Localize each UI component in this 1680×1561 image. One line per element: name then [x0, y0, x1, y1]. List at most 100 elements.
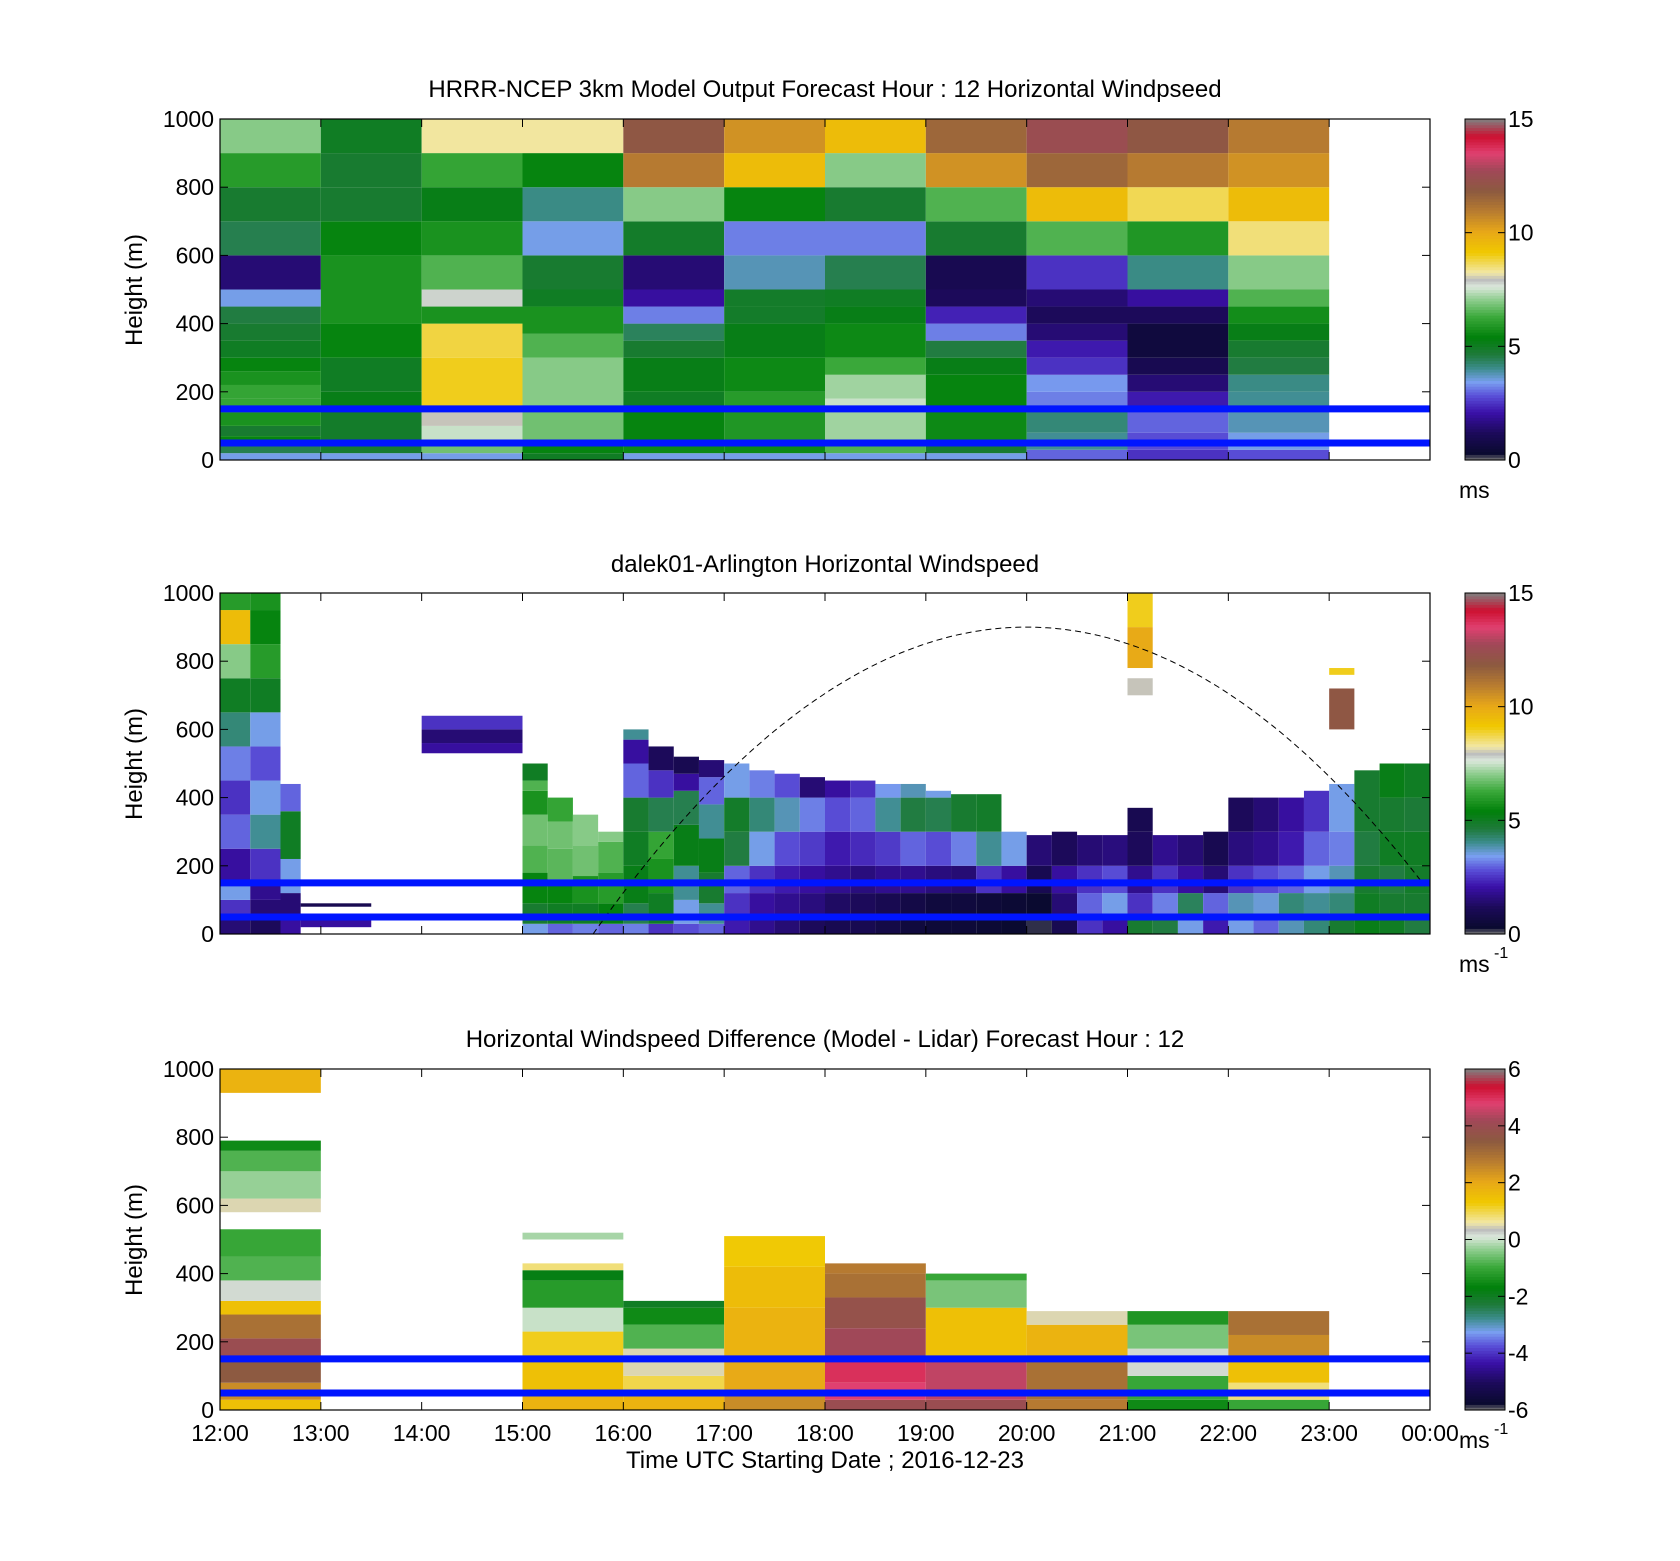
- heatmap-cell: [220, 371, 321, 385]
- heatmap-cell: [774, 797, 800, 832]
- colorbar-segment: [1465, 627, 1505, 631]
- heatmap-cell: [1127, 289, 1229, 307]
- colorbar-segment: [1465, 777, 1505, 782]
- heatmap-cell: [648, 858, 674, 894]
- heatmap-cell: [799, 831, 825, 866]
- heatmap-cell: [875, 831, 901, 866]
- heatmap-cell: [724, 221, 825, 256]
- heatmap-cell: [522, 221, 624, 256]
- heatmap-cell: [250, 882, 281, 900]
- colorbar-segment: [1465, 408, 1505, 413]
- colorbar-segment: [1465, 221, 1505, 225]
- colorbar-segment: [1465, 672, 1505, 677]
- heatmap-cell: [825, 119, 926, 154]
- heatmap-cell: [1228, 391, 1330, 409]
- colorbar-segment: [1465, 1404, 1505, 1408]
- colorbar-segment: [1465, 269, 1505, 274]
- heatmap-cell: [1303, 920, 1330, 934]
- colorbar-segment: [1465, 695, 1505, 699]
- x-tick-label: 00:00: [1401, 1420, 1459, 1446]
- colorbar-tick-label: -6: [1508, 1397, 1528, 1423]
- heatmap-cell: [320, 357, 422, 392]
- colorbar-segment: [1465, 363, 1505, 367]
- heatmap-cell: [320, 289, 422, 324]
- heatmap-cell: [825, 306, 926, 324]
- heatmap-cell: [724, 187, 825, 222]
- colorbar-segment: [1465, 1239, 1505, 1243]
- heatmap-cell: [623, 357, 725, 392]
- colorbar-segment: [1465, 1364, 1505, 1368]
- heatmap-cell: [1127, 357, 1229, 375]
- panel-difference-colorbar: -6 -4 -2 0 2 4 6 ms -1: [1459, 1056, 1529, 1453]
- x-tick-label: 14:00: [393, 1420, 451, 1446]
- colorbar-segment: [1465, 735, 1505, 739]
- panel-difference-ticks: 0 200 400 600 800 1000 12:00 13:00 14:00 15:00 16:…: [163, 1056, 1459, 1446]
- colorbar-segment: [1465, 593, 1505, 597]
- colorbar-segment: [1465, 442, 1505, 447]
- heatmap-cell: [724, 408, 825, 440]
- heatmap-cell: [1127, 678, 1153, 696]
- colorbar-segment: [1465, 343, 1505, 347]
- colorbar-segment: [1465, 820, 1505, 824]
- colorbar-segment: [1465, 610, 1505, 614]
- heatmap-cell: [1026, 340, 1128, 358]
- heatmap-cell: [1228, 340, 1330, 358]
- heatmap-cell: [547, 848, 573, 880]
- colorbar-segment: [1465, 661, 1505, 665]
- colorbar-segment: [1465, 1159, 1505, 1164]
- colorbar-segment: [1465, 406, 1505, 410]
- colorbar-segment: [1465, 315, 1505, 319]
- colorbar-segment: [1465, 715, 1505, 719]
- colorbar-segment: [1465, 882, 1505, 887]
- colorbar-tick-label: 0: [1508, 447, 1521, 473]
- colorbar-segment: [1465, 448, 1505, 453]
- colorbar-segment: [1465, 1131, 1505, 1135]
- colorbar-segment: [1465, 729, 1505, 733]
- colorbar-segment: [1465, 1191, 1505, 1195]
- heatmap-cell: [698, 872, 725, 904]
- heatmap-cell: [320, 221, 422, 256]
- colorbar-segment: [1465, 1390, 1505, 1394]
- colorbar-segment: [1465, 865, 1505, 870]
- heatmap-cell: [522, 790, 548, 815]
- colorbar-segment: [1465, 1188, 1505, 1192]
- heatmap-cell: [673, 773, 699, 791]
- heatmap-cell: [220, 323, 321, 341]
- colorbar-segment: [1465, 1361, 1505, 1366]
- heatmap-cell: [925, 408, 1027, 440]
- colorbar-segment: [1465, 300, 1505, 305]
- heatmap-cell: [1026, 449, 1128, 460]
- heatmap-cell: [320, 153, 422, 188]
- colorbar-segment: [1465, 1105, 1505, 1110]
- heatmap-cell: [220, 1338, 321, 1359]
- colorbar-segment: [1465, 826, 1505, 830]
- colorbar-segment: [1465, 1157, 1505, 1161]
- heatmap-cell: [749, 831, 775, 866]
- colorbar-segment: [1465, 652, 1505, 657]
- colorbar-segment: [1465, 911, 1505, 915]
- colorbar-segment: [1465, 1120, 1505, 1124]
- heatmap-cell: [220, 916, 251, 934]
- colorbar-segment: [1465, 289, 1505, 293]
- heatmap-cell: [300, 916, 372, 928]
- y-tick-label: 0: [201, 1397, 214, 1423]
- panel-model-boundary-lines: [220, 405, 1430, 447]
- colorbar-segment: [1465, 880, 1505, 884]
- heatmap-cell: [1127, 187, 1229, 222]
- colorbar-segment: [1465, 144, 1505, 149]
- colorbar-segment: [1465, 1145, 1505, 1150]
- colorbar-segment: [1465, 1100, 1505, 1104]
- heatmap-cell: [976, 920, 1002, 934]
- heatmap-cell: [220, 340, 321, 358]
- colorbar-segment: [1465, 681, 1505, 685]
- heatmap-cell: [220, 153, 321, 188]
- colorbar-segment: [1465, 1219, 1505, 1224]
- y-tick-label: 0: [201, 921, 214, 947]
- heatmap-cell: [825, 1273, 926, 1298]
- heatmap-cell: [1026, 119, 1128, 154]
- heatmap-cell: [825, 289, 926, 307]
- heatmap-cell: [320, 453, 422, 460]
- heatmap-cell: [623, 340, 725, 358]
- colorbar-segment: [1465, 1171, 1505, 1175]
- colorbar-segment: [1465, 320, 1505, 325]
